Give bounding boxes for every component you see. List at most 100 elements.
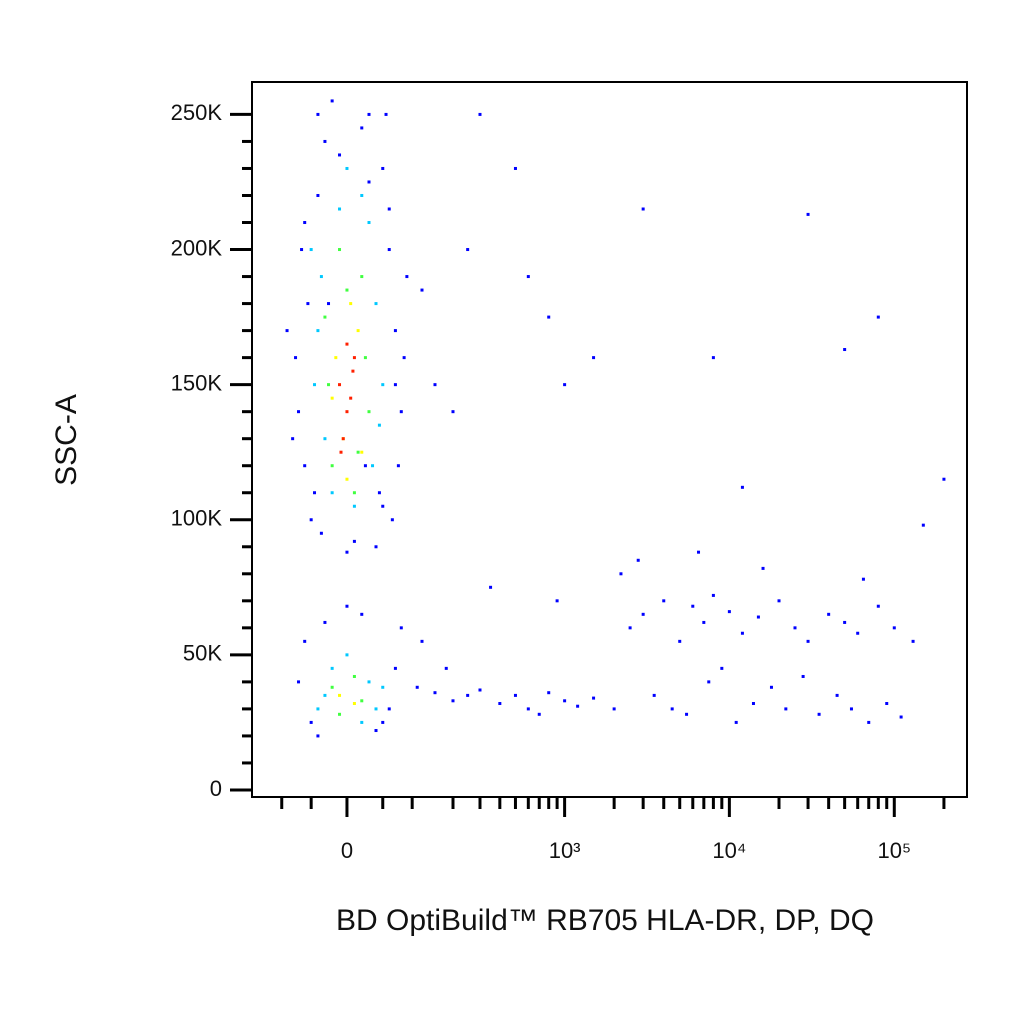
dot <box>367 410 371 414</box>
dot <box>306 302 310 306</box>
dot <box>801 674 805 678</box>
dot <box>761 566 765 570</box>
dot <box>563 699 567 703</box>
dot <box>316 707 320 711</box>
y-tick-label: 200K <box>171 235 223 260</box>
dot <box>345 410 349 414</box>
dot <box>323 620 327 624</box>
dot <box>360 612 364 616</box>
dot <box>338 207 342 211</box>
dot <box>352 491 356 495</box>
dot <box>377 423 381 427</box>
dot <box>702 620 706 624</box>
x-tick-label: 10³ <box>549 838 581 863</box>
x-axis-label: BD OptiBuild™ RB705 HLA-DR, DP, DQ <box>336 904 874 937</box>
dot <box>356 329 360 333</box>
dot <box>345 550 349 554</box>
dot <box>393 383 397 387</box>
dot <box>806 212 810 216</box>
dot <box>444 666 448 670</box>
dot <box>327 383 331 387</box>
dot <box>360 275 364 279</box>
dot <box>297 680 301 684</box>
dot <box>294 356 298 360</box>
dot <box>727 610 731 614</box>
dot <box>309 518 313 522</box>
dot <box>451 699 455 703</box>
dot <box>740 631 744 635</box>
dot <box>769 685 773 689</box>
dot <box>387 207 391 211</box>
dot <box>892 626 896 630</box>
dot <box>876 315 880 319</box>
dot <box>806 639 810 643</box>
dot <box>352 702 356 706</box>
dot <box>345 166 349 170</box>
dot <box>303 464 307 468</box>
dot <box>827 612 831 616</box>
dot <box>861 577 865 581</box>
dot <box>387 707 391 711</box>
dot <box>341 437 345 441</box>
dot <box>360 699 364 703</box>
dot <box>338 153 342 157</box>
dot <box>363 356 367 360</box>
dot <box>393 329 397 333</box>
dot <box>526 275 530 279</box>
dot <box>876 604 880 608</box>
dot <box>291 437 295 441</box>
dot <box>513 166 517 170</box>
dot <box>330 491 334 495</box>
dot <box>641 207 645 211</box>
dot <box>498 702 502 706</box>
dot <box>513 693 517 697</box>
dot <box>740 485 744 489</box>
dot <box>345 604 349 608</box>
dot <box>547 315 551 319</box>
dot <box>678 639 682 643</box>
dot <box>636 558 640 562</box>
dot <box>300 248 304 252</box>
dot <box>356 450 360 454</box>
y-tick-label: 250K <box>171 100 223 125</box>
dot <box>327 302 331 306</box>
dot <box>751 702 755 706</box>
dot <box>756 615 760 619</box>
x-tick-label: 10⁴ <box>712 838 746 863</box>
dot <box>285 329 289 333</box>
dot <box>381 685 385 689</box>
dot <box>402 356 406 360</box>
dot <box>734 720 738 724</box>
dot <box>297 410 301 414</box>
dot <box>856 631 860 635</box>
dot <box>415 685 419 689</box>
dot <box>367 180 371 184</box>
y-tick-label: 50K <box>183 641 222 666</box>
y-tick-label: 0 <box>210 776 222 801</box>
dot <box>330 464 334 468</box>
dot <box>478 688 482 692</box>
dot <box>793 626 797 630</box>
dot <box>309 720 313 724</box>
dot <box>345 653 349 657</box>
dot <box>374 545 378 549</box>
dot <box>817 712 821 716</box>
x-tick-label: 0 <box>341 838 353 863</box>
x-tick-label: 10⁵ <box>877 838 911 863</box>
dot <box>489 585 493 589</box>
dot <box>555 599 559 603</box>
dot <box>323 315 327 319</box>
dot <box>377 491 381 495</box>
dot <box>711 593 715 597</box>
dot <box>381 166 385 170</box>
dot <box>843 620 847 624</box>
dot <box>652 693 656 697</box>
dot <box>338 248 342 252</box>
dot <box>628 626 632 630</box>
dot <box>942 477 946 481</box>
dot <box>374 729 378 733</box>
dot <box>345 477 349 481</box>
dot <box>313 491 317 495</box>
